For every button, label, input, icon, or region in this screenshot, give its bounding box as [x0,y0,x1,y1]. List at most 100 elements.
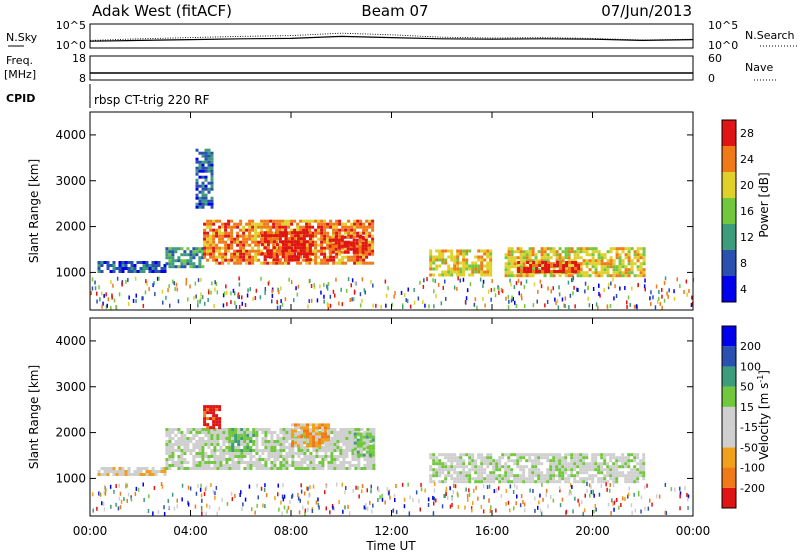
echo-cell [136,470,140,473]
echo-cell [450,459,454,463]
echo-cell [594,474,598,478]
echo-cell [642,259,646,263]
echo-cell [456,261,460,265]
echo-cell [537,468,541,472]
echo-cell [314,234,318,238]
echo-cell [468,453,472,457]
echo-cell [594,259,598,263]
echo-cell [559,267,563,270]
echo-cell [297,452,301,455]
echo-cell [356,438,360,442]
echo-cell [308,243,312,247]
echo-cell [519,468,523,472]
echo-cell [206,219,210,223]
echo-cell [299,237,303,241]
echo-cell [558,459,562,463]
echo-cell [516,265,520,269]
scatter-cell [407,482,409,487]
echo-cell [495,477,499,481]
echo-cell [471,273,475,277]
scatter-cell [162,300,164,305]
echo-cell [264,431,268,434]
echo-cell [432,258,436,262]
echo-cell [224,225,228,229]
cpid-label: CPID [6,92,35,105]
echo-cell [308,237,312,241]
scatter-cell [165,295,167,300]
scatter-cell [104,491,107,496]
echo-cell [339,428,343,431]
echo-cell [121,473,125,476]
scatter-cell [435,498,437,503]
echo-cell [585,259,589,263]
echo-cell [207,166,211,170]
echo-cell [297,435,300,439]
scatter-cell [572,291,574,296]
echo-cell [248,261,252,265]
scatter-cell [556,298,559,303]
echo-cell [540,253,544,257]
scatter-cell [631,510,633,515]
echo-cell [321,441,324,445]
echo-cell [269,249,273,253]
echo-cell [332,225,336,229]
echo-cell [441,462,445,466]
echo-cell [333,467,337,470]
echo-cell [299,231,303,235]
echo-cell [624,474,628,478]
echo-cell [230,252,234,256]
echo-cell [282,428,286,431]
echo-cell [477,249,481,253]
echo-cell [245,240,249,244]
echo-cell [218,231,222,235]
scatter-cell [264,483,266,488]
scatter-cell [557,305,560,310]
scatter-cell [552,286,554,291]
echo-cell [118,270,122,273]
scatter-cell [238,276,240,281]
echo-cell [362,435,366,439]
echo-cell [468,462,472,466]
echo-cell [600,462,604,466]
echo-cell [323,246,327,250]
echo-cell [615,250,619,254]
echo-cell [285,455,289,458]
echo-cell [630,477,634,481]
echo-cell [315,426,318,430]
scatter-cell [238,295,240,299]
echo-cell [209,228,213,232]
echo-cell [180,265,184,269]
echo-cell [368,231,372,235]
echo-cell [495,465,499,469]
echo-cell [231,464,235,467]
echo-cell [309,461,313,464]
scatter-cell [319,284,321,289]
echo-cell [627,456,631,460]
echo-cell [368,453,372,457]
echo-cell [183,434,187,437]
echo-cell [588,262,592,266]
echo-cell [510,480,514,484]
echo-cell [639,471,643,475]
echo-cell [180,259,184,263]
echo-cell [192,446,196,449]
scatter-cell [613,500,616,505]
echo-cell [489,270,493,274]
echo-cell [312,455,316,458]
scatter-cell [205,511,207,516]
echo-cell [356,432,360,436]
scatter-cell [434,279,436,283]
scatter-cell [544,303,546,308]
echo-cell [186,253,190,257]
echo-cell [525,465,529,469]
echo-cell [330,458,334,461]
echo-cell [363,431,367,434]
echo-cell [591,465,595,469]
echo-cell [531,247,535,251]
echo-cell [585,456,589,460]
echo-cell [306,458,310,461]
y-tick-label: 2000 [55,426,86,440]
echo-cell [519,262,523,266]
echo-cell [432,267,436,271]
